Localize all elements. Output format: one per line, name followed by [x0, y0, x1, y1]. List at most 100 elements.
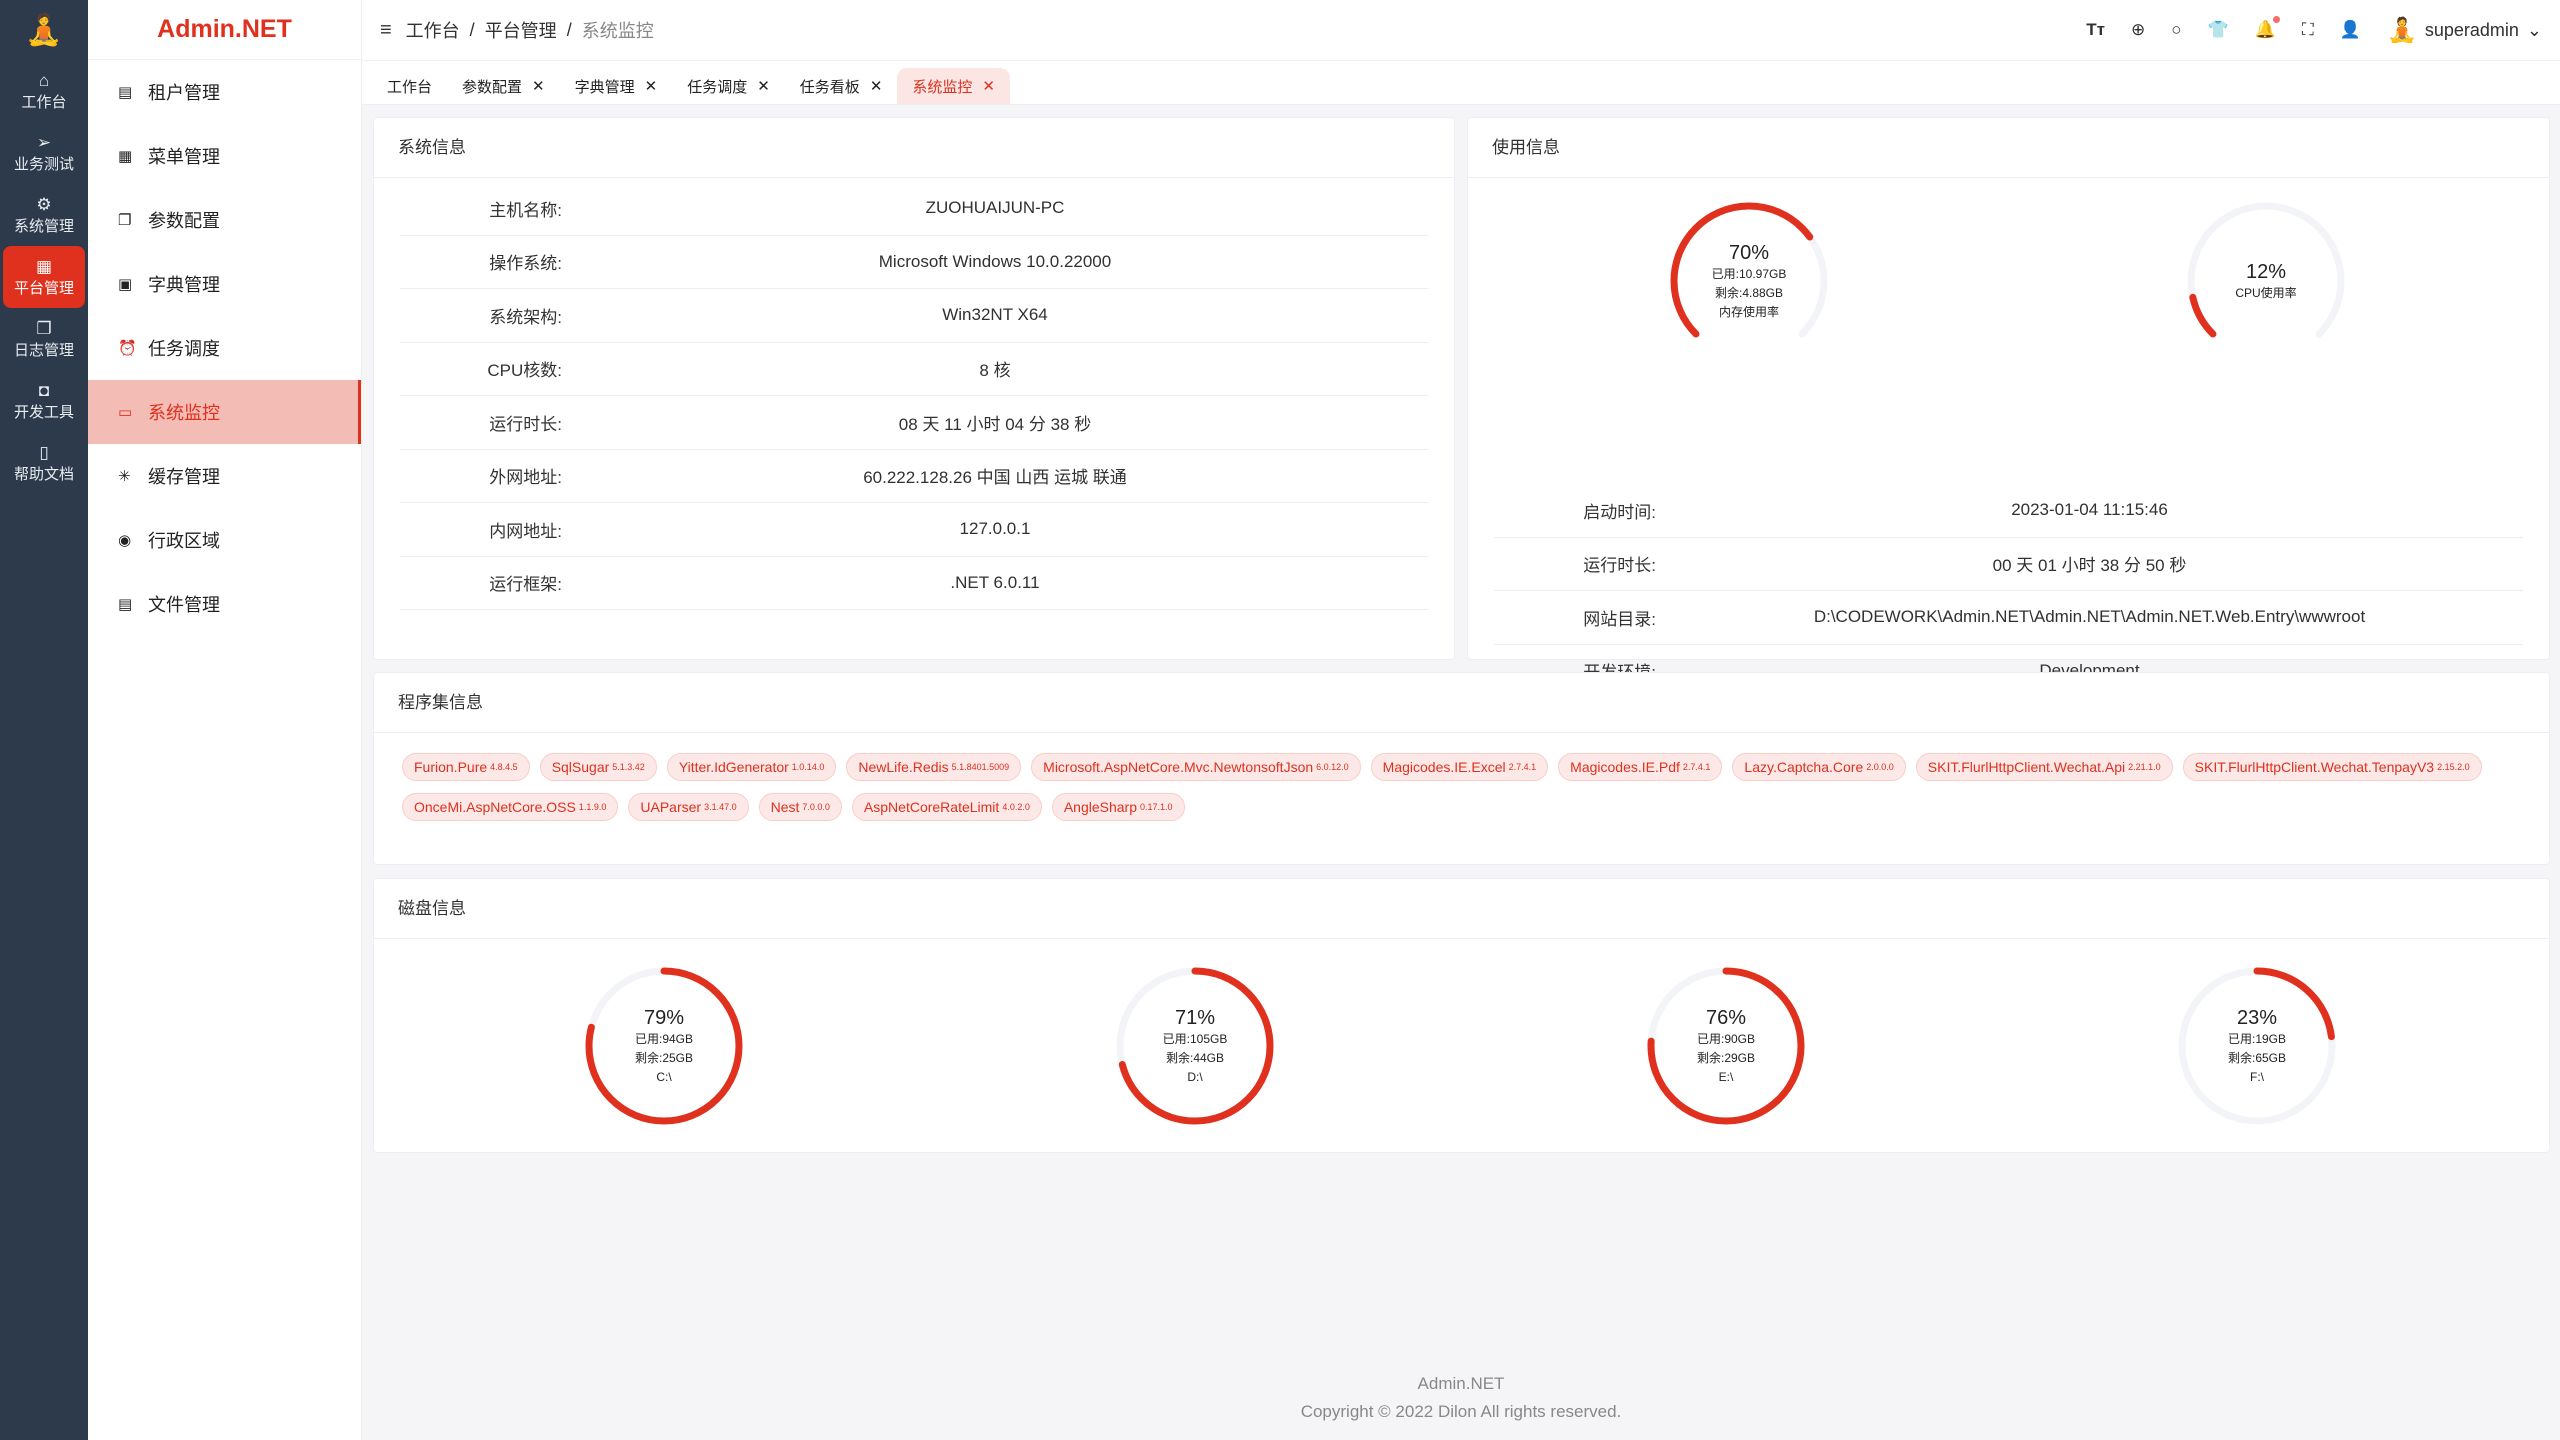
assembly-version: 2.7.4.1 — [1508, 762, 1537, 772]
rail-item-label: 工作台 — [21, 93, 67, 111]
assembly-tag: SKIT.FlurlHttpClient.Wechat.TenpayV3 2.15… — [2182, 753, 2482, 781]
info-label: CPU核数: — [487, 361, 562, 381]
info-row: 操作系统: Microsoft Windows 10.0.22000 — [400, 236, 1428, 289]
fullscreen-icon[interactable]: ⛶ — [2301, 20, 2314, 39]
close-icon[interactable]: ✕ — [869, 78, 883, 95]
tab[interactable]: 工作台 — [372, 68, 447, 104]
submenu-item[interactable]: ⏰ 任务调度 — [88, 316, 361, 380]
submenu-item[interactable]: ▭ 系统监控 — [88, 380, 361, 444]
menu-toggle-icon[interactable]: ≡ — [380, 18, 392, 41]
avatar-logo: 🧘 — [25, 13, 63, 47]
submenu-item-label: 租户管理 — [148, 83, 220, 103]
assembly-name: SqlSugar — [551, 759, 610, 775]
tab[interactable]: 系统监控 ✕ — [897, 68, 1010, 104]
footer: Admin.NET Copyright © 2022 Dilon All rig… — [362, 1370, 2560, 1426]
assembly-version: 4.8.4.5 — [490, 762, 518, 772]
assembly-version: 5.1.3.42 — [612, 762, 645, 772]
submenu-item[interactable]: ▦ 菜单管理 — [88, 124, 361, 188]
close-icon[interactable]: ✕ — [532, 78, 545, 95]
submenu-item[interactable]: ▤ 文件管理 — [88, 572, 361, 636]
rail-item[interactable]: ❐ 日志管理 — [3, 308, 85, 370]
rail-item[interactable]: ◘ 开发工具 — [3, 370, 85, 432]
submenu-item[interactable]: ❐ 参数配置 — [88, 188, 361, 252]
close-icon[interactable]: ✕ — [982, 78, 995, 95]
close-icon[interactable]: ✕ — [757, 78, 770, 95]
assembly-tag: UAParser 3.1.47.0 — [628, 793, 749, 821]
submenu-item[interactable]: ◉ 行政区域 — [88, 508, 361, 572]
tab[interactable]: 任务看板 ✕ — [785, 68, 898, 104]
memory-free: 剩余:4.88GB — [1714, 285, 1784, 300]
rail-item[interactable]: ⌂ 工作台 — [3, 60, 85, 122]
tab[interactable]: 任务调度 ✕ — [672, 68, 785, 104]
info-label: 运行时长: — [489, 414, 562, 434]
tab-label: 任务调度 — [687, 78, 748, 96]
assembly-name: NewLife.Redis — [858, 759, 949, 775]
rail-item-label: 帮助文档 — [13, 465, 74, 483]
font-size-icon[interactable]: Tт — [2086, 20, 2105, 39]
breadcrumb-item[interactable]: 平台管理 — [484, 21, 557, 41]
tab-label: 任务看板 — [799, 78, 860, 96]
submenu-item[interactable]: ✳ 缓存管理 — [88, 444, 361, 508]
submenu-item-label: 行政区域 — [148, 531, 220, 551]
rail-item[interactable]: ⚙ 系统管理 — [3, 184, 85, 246]
info-label: 运行时长: — [1583, 556, 1656, 576]
footer-copyright: Copyright © 2022 Dilon All rights reserv… — [1300, 1402, 1622, 1421]
rail-item[interactable]: ➢ 业务测试 — [3, 122, 85, 184]
disk-percent-text: 23% — [2236, 1006, 2278, 1029]
rail-item-label: 日志管理 — [13, 341, 74, 359]
rail-item-label: 业务测试 — [13, 155, 74, 173]
submenu-item-label: 字典管理 — [148, 275, 220, 295]
disk-free: 剩余:65GB — [2227, 1050, 2287, 1065]
system-info-card: 系统信息 主机名称: ZUOHUAIJUN-PC 操作系统: Microsoft Wi… — [373, 117, 1455, 660]
assembly-name: Yitter.IdGenerator — [678, 759, 789, 775]
disk-used: 已用:105GB — [1162, 1031, 1228, 1046]
assembly-tag: AspNetCoreRateLimit 4.0.2.0 — [851, 793, 1042, 821]
copy-icon: ❐ — [118, 212, 132, 229]
rail-item[interactable]: ▦ 平台管理 — [3, 246, 85, 308]
tab[interactable]: 参数配置 ✕ — [447, 68, 560, 104]
assembly-name: Furion.Pure — [414, 759, 488, 775]
assembly-version: 7.0.0.0 — [802, 802, 830, 812]
breadcrumb-item[interactable]: 工作台 — [405, 21, 460, 41]
disk-percent-text: 76% — [1705, 1006, 1747, 1029]
gauge-value-arc — [2187, 202, 2345, 360]
notebook-icon: ▯ — [39, 442, 49, 462]
theme-shirt-icon[interactable]: 👕 — [2207, 20, 2229, 39]
disk-percent-text: 79% — [643, 1006, 685, 1029]
info-value: 60.222.128.26 中国 山西 运城 联通 — [863, 468, 1127, 488]
rail-item[interactable]: ▯ 帮助文档 — [3, 432, 85, 494]
grid-icon: ▦ — [118, 148, 133, 165]
alarm-clock-icon: ⏰ — [118, 340, 137, 357]
loading-icon: ✳ — [118, 468, 131, 485]
info-row: CPU核数: 8 核 — [400, 343, 1428, 396]
assembly-version: 1.1.9.0 — [578, 802, 607, 812]
tab[interactable]: 字典管理 ✕ — [560, 68, 673, 104]
info-value: ZUOHUAIJUN-PC — [925, 198, 1065, 218]
info-row: 运行时长: 08 天 11 小时 04 分 38 秒 — [400, 396, 1428, 450]
language-icon[interactable]: ⊕ — [2131, 20, 2146, 39]
disk-info-card: 磁盘信息 79% 已用:94GB 剩余:25GB C:\ 71% 已用:105GB 剩余:4… — [373, 878, 2550, 1153]
disk-gauge: 76% 已用:90GB 剩余:29GB E:\ — [1641, 961, 1811, 1131]
gauge-value-arc — [585, 967, 743, 1125]
send-icon: ➢ — [36, 132, 52, 152]
bell-icon[interactable]: 🔔 — [2254, 16, 2281, 39]
close-icon[interactable]: ✕ — [644, 78, 658, 95]
search-icon[interactable]: ○ — [2171, 20, 2182, 39]
assembly-version: 1.0.14.0 — [791, 762, 825, 772]
book-icon: ▣ — [118, 276, 133, 293]
memory-used: 已用:10.97GB — [1711, 266, 1787, 281]
assembly-tag: AngleSharp 0.17.1.0 — [1051, 793, 1185, 821]
info-value: 127.0.0.1 — [959, 519, 1031, 539]
info-row: 内网地址: 127.0.0.1 — [400, 503, 1428, 557]
gauge-value-arc — [1116, 967, 1274, 1125]
submenu-item[interactable]: ▤ 租户管理 — [88, 60, 361, 124]
user-icon[interactable]: 👤 — [2339, 20, 2361, 39]
submenu-item-label: 菜单管理 — [148, 147, 220, 167]
submenu-item[interactable]: ▣ 字典管理 — [88, 252, 361, 316]
user-menu[interactable]: 🧘 superadmin ⌄ — [2387, 16, 2542, 45]
rail-item-label: 系统管理 — [13, 217, 74, 235]
assembly-name: Lazy.Captcha.Core — [1744, 759, 1864, 775]
document-icon: ▤ — [118, 596, 133, 613]
home-icon: ⌂ — [38, 70, 50, 90]
disk-name: C:\ — [656, 1069, 672, 1084]
